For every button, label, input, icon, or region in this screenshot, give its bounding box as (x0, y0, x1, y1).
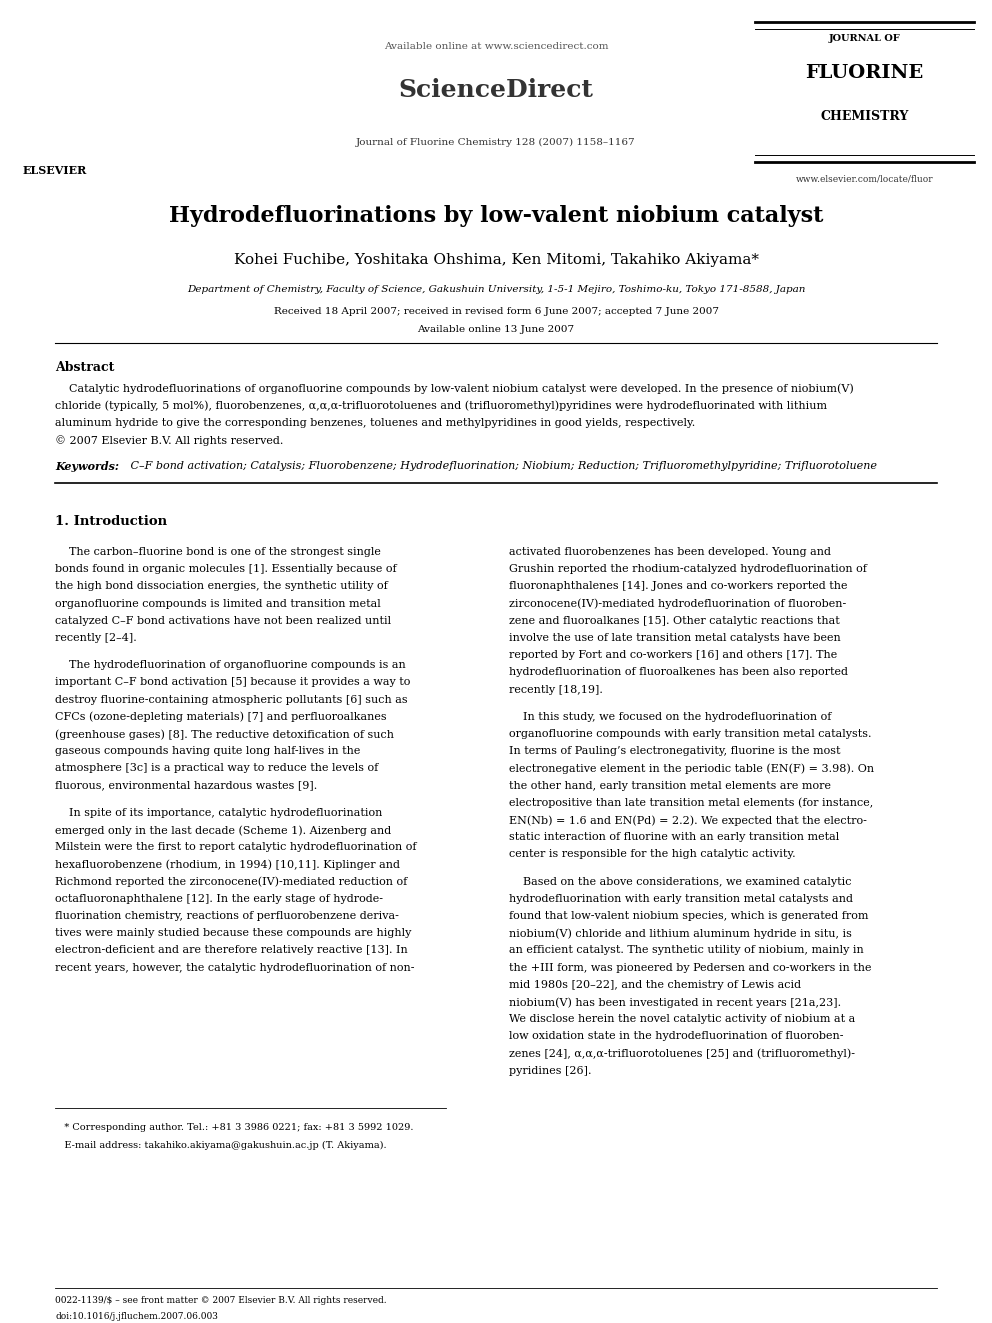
Text: Grushin reported the rhodium-catalyzed hydrodefluorination of: Grushin reported the rhodium-catalyzed h… (509, 564, 866, 574)
Text: hydrodefluorination of fluoroalkenes has been also reported: hydrodefluorination of fluoroalkenes has… (509, 667, 847, 677)
Text: (greenhouse gases) [8]. The reductive detoxification of such: (greenhouse gases) [8]. The reductive de… (55, 729, 394, 740)
Text: hexafluorobenzene (rhodium, in 1994) [10,11]. Kiplinger and: hexafluorobenzene (rhodium, in 1994) [10… (55, 860, 400, 871)
Text: recently [18,19].: recently [18,19]. (509, 684, 602, 695)
Text: fluorination chemistry, reactions of perfluorobenzene deriva-: fluorination chemistry, reactions of per… (55, 912, 399, 921)
Text: In spite of its importance, catalytic hydrodefluorination: In spite of its importance, catalytic hy… (55, 808, 382, 818)
Text: * Corresponding author. Tel.: +81 3 3986 0221; fax: +81 3 5992 1029.: * Corresponding author. Tel.: +81 3 3986… (55, 1123, 414, 1132)
Text: © 2007 Elsevier B.V. All rights reserved.: © 2007 Elsevier B.V. All rights reserved… (55, 435, 284, 446)
Text: The hydrodefluorination of organofluorine compounds is an: The hydrodefluorination of organofluorin… (55, 660, 406, 671)
Text: static interaction of fluorine with an early transition metal: static interaction of fluorine with an e… (509, 832, 839, 843)
Text: chloride (typically, 5 mol%), fluorobenzenes, α,α,α-trifluorotoluenes and (trifl: chloride (typically, 5 mol%), fluorobenz… (55, 401, 827, 411)
Text: Milstein were the first to report catalytic hydrodefluorination of: Milstein were the first to report cataly… (55, 843, 417, 852)
Text: fluoronaphthalenes [14]. Jones and co-workers reported the: fluoronaphthalenes [14]. Jones and co-wo… (509, 581, 847, 591)
Text: found that low-valent niobium species, which is generated from: found that low-valent niobium species, w… (509, 912, 868, 921)
Text: niobium(V) chloride and lithium aluminum hydride in situ, is: niobium(V) chloride and lithium aluminum… (509, 929, 851, 939)
Text: JOURNAL OF: JOURNAL OF (828, 34, 901, 44)
Text: hydrodefluorination with early transition metal catalysts and: hydrodefluorination with early transitio… (509, 894, 852, 904)
Text: ScienceDirect: ScienceDirect (399, 78, 593, 102)
Text: In this study, we focused on the hydrodefluorination of: In this study, we focused on the hydrode… (509, 712, 831, 722)
Text: Hydrodefluorinations by low-valent niobium catalyst: Hydrodefluorinations by low-valent niobi… (169, 205, 823, 228)
Text: reported by Fort and co-workers [16] and others [17]. The: reported by Fort and co-workers [16] and… (509, 650, 836, 660)
Text: 1. Introduction: 1. Introduction (55, 515, 167, 528)
Text: the high bond dissociation energies, the synthetic utility of: the high bond dissociation energies, the… (55, 581, 388, 591)
Text: The carbon–fluorine bond is one of the strongest single: The carbon–fluorine bond is one of the s… (55, 546, 381, 557)
Text: CHEMISTRY: CHEMISTRY (820, 110, 909, 123)
Text: catalyzed C–F bond activations have not been realized until: catalyzed C–F bond activations have not … (55, 615, 391, 626)
Text: doi:10.1016/j.jfluchem.2007.06.003: doi:10.1016/j.jfluchem.2007.06.003 (55, 1312, 218, 1320)
Text: Based on the above considerations, we examined catalytic: Based on the above considerations, we ex… (509, 877, 851, 886)
Text: activated fluorobenzenes has been developed. Young and: activated fluorobenzenes has been develo… (509, 546, 830, 557)
Text: Keywords:: Keywords: (55, 460, 119, 472)
Text: the other hand, early transition metal elements are more: the other hand, early transition metal e… (509, 781, 830, 791)
Text: www.elsevier.com/locate/fluor: www.elsevier.com/locate/fluor (796, 175, 933, 184)
Text: Available online 13 June 2007: Available online 13 June 2007 (418, 325, 574, 333)
Text: electronegative element in the periodic table (EN(F) = 3.98). On: electronegative element in the periodic … (509, 763, 874, 774)
Text: electron-deficient and are therefore relatively reactive [13]. In: electron-deficient and are therefore rel… (55, 946, 408, 955)
Text: mid 1980s [20–22], and the chemistry of Lewis acid: mid 1980s [20–22], and the chemistry of … (509, 980, 801, 990)
Text: atmosphere [3c] is a practical way to reduce the levels of: atmosphere [3c] is a practical way to re… (55, 763, 378, 774)
Text: organofluorine compounds with early transition metal catalysts.: organofluorine compounds with early tran… (509, 729, 871, 740)
Text: Richmond reported the zirconocene(IV)-mediated reduction of: Richmond reported the zirconocene(IV)-me… (55, 877, 408, 888)
Text: tives were mainly studied because these compounds are highly: tives were mainly studied because these … (55, 929, 412, 938)
Text: E-mail address: takahiko.akiyama@gakushuin.ac.jp (T. Akiyama).: E-mail address: takahiko.akiyama@gakushu… (55, 1140, 387, 1150)
Text: Available online at www.sciencedirect.com: Available online at www.sciencedirect.co… (384, 42, 608, 52)
Text: destroy fluorine-containing atmospheric pollutants [6] such as: destroy fluorine-containing atmospheric … (55, 695, 408, 705)
Text: recent years, however, the catalytic hydrodefluorination of non-: recent years, however, the catalytic hyd… (55, 963, 415, 972)
Text: involve the use of late transition metal catalysts have been: involve the use of late transition metal… (509, 632, 840, 643)
Text: Kohei Fuchibe, Yoshitaka Ohshima, Ken Mitomi, Takahiko Akiyama*: Kohei Fuchibe, Yoshitaka Ohshima, Ken Mi… (233, 253, 759, 267)
Text: niobium(V) has been investigated in recent years [21a,23].: niobium(V) has been investigated in rece… (509, 998, 840, 1008)
Text: EN(Nb) = 1.6 and EN(Pd) = 2.2). We expected that the electro-: EN(Nb) = 1.6 and EN(Pd) = 2.2). We expec… (509, 815, 866, 826)
Text: gaseous compounds having quite long half-lives in the: gaseous compounds having quite long half… (55, 746, 360, 757)
Text: center is responsible for the high catalytic activity.: center is responsible for the high catal… (509, 849, 796, 860)
Text: In terms of Pauling’s electronegativity, fluorine is the most: In terms of Pauling’s electronegativity,… (509, 746, 840, 757)
Text: Received 18 April 2007; received in revised form 6 June 2007; accepted 7 June 20: Received 18 April 2007; received in revi… (274, 307, 718, 316)
Text: ELSEVIER: ELSEVIER (23, 165, 87, 176)
Text: Catalytic hydrodefluorinations of organofluorine compounds by low-valent niobium: Catalytic hydrodefluorinations of organo… (55, 382, 854, 393)
Text: the +III form, was pioneered by Pedersen and co-workers in the: the +III form, was pioneered by Pedersen… (509, 963, 871, 972)
Text: CFCs (ozone-depleting materials) [7] and perfluoroalkanes: CFCs (ozone-depleting materials) [7] and… (55, 712, 387, 722)
Text: organofluorine compounds is limited and transition metal: organofluorine compounds is limited and … (55, 598, 381, 609)
Text: recently [2–4].: recently [2–4]. (55, 632, 137, 643)
Text: zene and fluoroalkanes [15]. Other catalytic reactions that: zene and fluoroalkanes [15]. Other catal… (509, 615, 839, 626)
Text: fluorous, environmental hazardous wastes [9].: fluorous, environmental hazardous wastes… (55, 781, 317, 791)
Text: low oxidation state in the hydrodefluorination of fluoroben-: low oxidation state in the hydrodefluori… (509, 1032, 843, 1041)
Text: 0022-1139/$ – see front matter © 2007 Elsevier B.V. All rights reserved.: 0022-1139/$ – see front matter © 2007 El… (55, 1297, 387, 1304)
Text: zirconocene(IV)-mediated hydrodefluorination of fluoroben-: zirconocene(IV)-mediated hydrodefluorina… (509, 598, 846, 609)
Text: octafluoronaphthalene [12]. In the early stage of hydrode-: octafluoronaphthalene [12]. In the early… (55, 894, 383, 904)
Text: emerged only in the last decade (Scheme 1). Aizenberg and: emerged only in the last decade (Scheme … (55, 826, 391, 836)
Text: pyridines [26].: pyridines [26]. (509, 1066, 591, 1076)
Text: C–F bond activation; Catalysis; Fluorobenzene; Hydrodefluorination; Niobium; Red: C–F bond activation; Catalysis; Fluorobe… (127, 460, 877, 471)
Text: Department of Chemistry, Faculty of Science, Gakushuin University, 1-5-1 Mejiro,: Department of Chemistry, Faculty of Scie… (186, 284, 806, 294)
Text: Abstract: Abstract (55, 361, 114, 374)
Text: FLUORINE: FLUORINE (806, 64, 924, 82)
Text: zenes [24], α,α,α-trifluorotoluenes [25] and (trifluoromethyl)-: zenes [24], α,α,α-trifluorotoluenes [25]… (509, 1049, 854, 1060)
Text: important C–F bond activation [5] because it provides a way to: important C–F bond activation [5] becaus… (55, 677, 411, 688)
Text: an efficient catalyst. The synthetic utility of niobium, mainly in: an efficient catalyst. The synthetic uti… (509, 946, 863, 955)
Text: We disclose herein the novel catalytic activity of niobium at a: We disclose herein the novel catalytic a… (509, 1015, 855, 1024)
Text: aluminum hydride to give the corresponding benzenes, toluenes and methylpyridine: aluminum hydride to give the correspondi… (55, 418, 695, 429)
Text: electropositive than late transition metal elements (for instance,: electropositive than late transition met… (509, 798, 873, 808)
Text: Journal of Fluorine Chemistry 128 (2007) 1158–1167: Journal of Fluorine Chemistry 128 (2007)… (356, 138, 636, 147)
Text: bonds found in organic molecules [1]. Essentially because of: bonds found in organic molecules [1]. Es… (55, 564, 397, 574)
